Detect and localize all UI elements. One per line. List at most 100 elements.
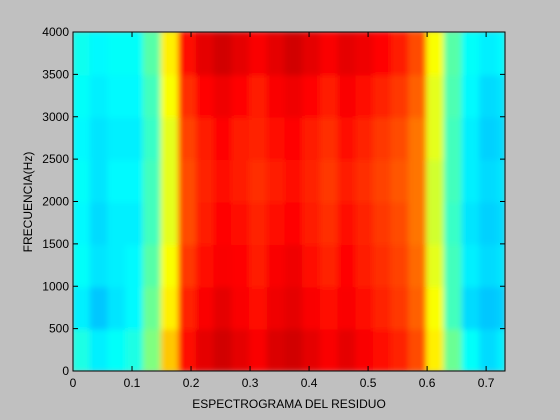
- heatmap-cell: [160, 158, 181, 203]
- heatmap-cell: [443, 115, 464, 161]
- heatmap-cell: [125, 115, 145, 161]
- heatmap-cell: [213, 242, 234, 288]
- heatmap-cell: [266, 285, 287, 330]
- heatmap-cell: [479, 242, 499, 288]
- heatmap-layer: [73, 32, 505, 371]
- heatmap-cell: [266, 158, 287, 203]
- heatmap-cell: [142, 73, 163, 118]
- heatmap-cell: [73, 32, 92, 76]
- x-tick-label: 0.3: [242, 376, 259, 390]
- heatmap-cell: [408, 73, 429, 118]
- heatmap-cell: [195, 285, 216, 330]
- x-tick-label: 0.7: [478, 376, 495, 390]
- heatmap-cell: [284, 327, 305, 371]
- heatmap-cell: [266, 115, 287, 161]
- heatmap-cell: [302, 32, 322, 76]
- heatmap-cell: [443, 242, 464, 288]
- heatmap-cell: [479, 32, 499, 76]
- heatmap-cell: [195, 32, 216, 76]
- heatmap-cell: [249, 158, 269, 203]
- heatmap-cell: [142, 32, 163, 76]
- heatmap-cell: [355, 115, 375, 161]
- heatmap-cell: [284, 285, 305, 330]
- heatmap-cell: [195, 73, 216, 118]
- heatmap-cell: [426, 200, 446, 245]
- y-tick-label: 1000: [42, 279, 69, 293]
- heatmap-cell: [337, 327, 358, 371]
- heatmap-cell: [73, 327, 92, 371]
- heatmap-cell: [213, 200, 234, 245]
- heatmap-cell: [390, 327, 411, 371]
- heatmap-cell: [213, 73, 234, 118]
- heatmap-cell: [195, 200, 216, 245]
- heatmap-cell: [107, 32, 128, 76]
- heatmap-cell: [249, 115, 269, 161]
- heatmap-cell: [89, 242, 110, 288]
- heatmap-cell: [408, 115, 429, 161]
- heatmap-cell: [479, 158, 499, 203]
- heatmap-cell: [319, 285, 340, 330]
- heatmap-cell: [461, 158, 482, 203]
- heatmap-cell: [107, 200, 128, 245]
- heatmap-cell: [426, 285, 446, 330]
- heatmap-cell: [178, 32, 198, 76]
- heatmap-cell: [231, 115, 252, 161]
- heatmap-cell: [496, 327, 505, 371]
- heatmap-cell: [249, 73, 269, 118]
- heatmap-cell: [125, 158, 145, 203]
- y-tick-label: 2500: [42, 152, 69, 166]
- heatmap-cell: [125, 32, 145, 76]
- heatmap-cell: [178, 115, 198, 161]
- heatmap-cell: [372, 242, 393, 288]
- x-tick-label: 0.6: [419, 376, 436, 390]
- heatmap-cell: [337, 115, 358, 161]
- heatmap-cell: [302, 115, 322, 161]
- heatmap-cell: [107, 115, 128, 161]
- heatmap-cell: [372, 73, 393, 118]
- heatmap-cell: [125, 200, 145, 245]
- heatmap-cell: [231, 158, 252, 203]
- heatmap-cell: [390, 32, 411, 76]
- heatmap-cell: [284, 73, 305, 118]
- heatmap-cell: [213, 32, 234, 76]
- heatmap-cell: [355, 32, 375, 76]
- heatmap-cell: [319, 115, 340, 161]
- y-tick-label: 3000: [42, 110, 69, 124]
- heatmap-cell: [426, 73, 446, 118]
- heatmap-cell: [461, 200, 482, 245]
- heatmap-cell: [302, 242, 322, 288]
- heatmap-cell: [390, 115, 411, 161]
- heatmap-cell: [372, 200, 393, 245]
- heatmap-cell: [496, 242, 505, 288]
- heatmap-cell: [461, 242, 482, 288]
- heatmap-cell: [319, 242, 340, 288]
- heatmap-cell: [355, 200, 375, 245]
- heatmap-cell: [284, 32, 305, 76]
- heatmap-cell: [73, 200, 92, 245]
- x-tick-label: 0.5: [360, 376, 377, 390]
- heatmap-cell: [355, 158, 375, 203]
- heatmap-cell: [266, 327, 287, 371]
- heatmap-cell: [160, 327, 181, 371]
- heatmap-cell: [319, 158, 340, 203]
- heatmap-cell: [426, 158, 446, 203]
- heatmap-cell: [426, 32, 446, 76]
- heatmap-cell: [479, 285, 499, 330]
- heatmap-cell: [142, 327, 163, 371]
- heatmap-cell: [443, 327, 464, 371]
- heatmap-cell: [319, 73, 340, 118]
- heatmap-cell: [408, 285, 429, 330]
- heatmap-cell: [73, 158, 92, 203]
- heatmap-cell: [355, 73, 375, 118]
- heatmap-cell: [195, 115, 216, 161]
- heatmap-cell: [125, 285, 145, 330]
- heatmap-cell: [249, 242, 269, 288]
- heatmap-cell: [372, 158, 393, 203]
- x-tick-label: 0.2: [183, 376, 200, 390]
- heatmap-cell: [284, 115, 305, 161]
- heatmap-cell: [408, 242, 429, 288]
- heatmap-cell: [160, 242, 181, 288]
- heatmap-cell: [213, 285, 234, 330]
